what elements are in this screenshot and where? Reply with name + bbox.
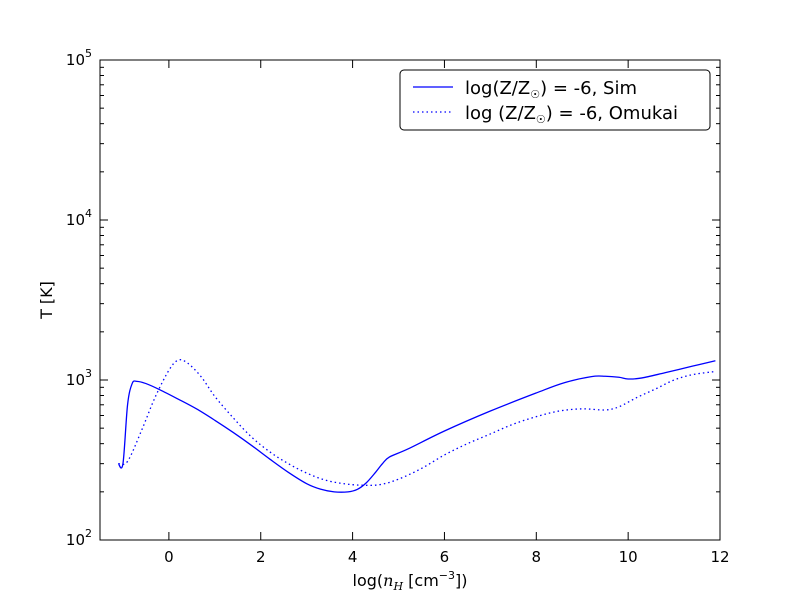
x-tick-label: 8 [532,548,542,566]
series-layer [117,359,716,493]
series-line-omukai [118,359,716,486]
series-line-sim [117,360,716,493]
x-axis-label-prefix: log( [353,571,384,590]
legend-label-omukai-b: ) = -6, Omukai [546,103,678,124]
legend-sun-symbol: ☉ [536,113,546,126]
x-axis-label-var: n [383,571,393,590]
x-axis-label-unit: [cm [403,571,439,590]
x-axis-label-exp: −3 [439,569,455,582]
x-axis-label-suffix: ]) [455,571,467,590]
x-tick-label: 6 [440,548,450,566]
y-axis-label: T [K] [37,281,56,320]
legend: log(Z/Z☉) = -6, Sim log (Z/Z☉) = -6, Omu… [399,69,711,131]
x-tick-label: 12 [710,548,729,566]
legend-label-omukai-a: log (Z/Z [465,103,536,124]
x-tick-label: 0 [164,548,174,566]
plot-area [100,60,720,540]
plot-frame [99,59,721,541]
x-tick-label: 10 [619,548,638,566]
y-tick-label: 103 [66,367,92,389]
x-tick-label: 2 [256,548,266,566]
x-axis-label-sub: H [392,580,403,593]
legend-label-sim: log(Z/Z☉) = -6, Sim [465,78,637,101]
legend-label-sim-b: ) = -6, Sim [540,78,637,99]
y-tick-label: 105 [66,47,92,69]
y-tick-label: 102 [66,527,92,549]
legend-label-sim-a: log(Z/Z [465,78,530,99]
legend-label-omukai: log (Z/Z☉) = -6, Omukai [465,103,678,126]
legend-box [399,69,711,131]
x-axis-label: log(nH [cm−3]) [353,569,468,593]
legend-sun-symbol: ☉ [530,88,540,101]
y-tick-label: 104 [66,207,92,229]
x-tick-label: 4 [348,548,358,566]
ticks-layer: 0 2 4 6 8 10 12 102 103 104 105 [66,47,730,566]
